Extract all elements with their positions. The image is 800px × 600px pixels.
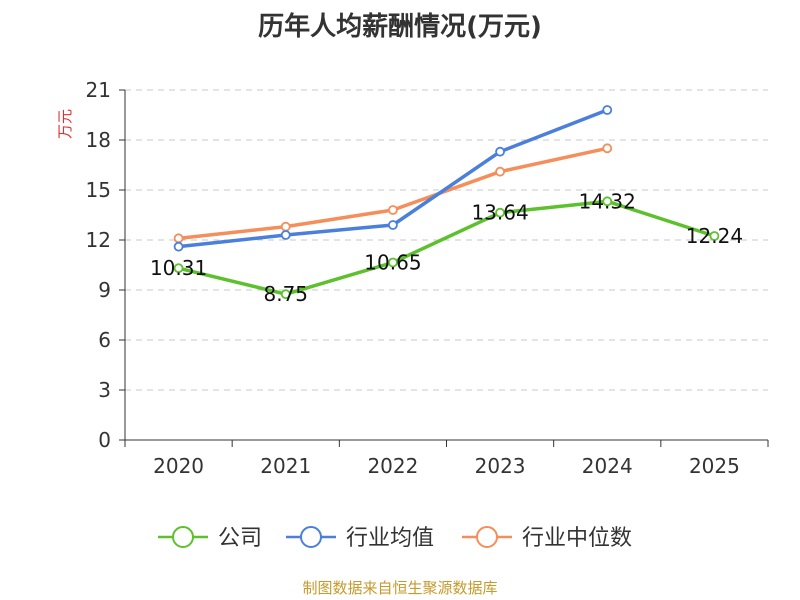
legend-item[interactable]: 公司 bbox=[158, 526, 262, 551]
data-point[interactable] bbox=[173, 241, 184, 252]
data-point[interactable] bbox=[709, 231, 720, 241]
legend-label: 行业均值 bbox=[346, 526, 434, 551]
data-point[interactable] bbox=[602, 196, 613, 207]
y-tick-label: 12 bbox=[86, 228, 111, 252]
data-labels: 10.31 8.75 10.65 13.64 14.32 12.24 bbox=[150, 189, 743, 306]
x-tick-label: 2020 bbox=[153, 454, 204, 478]
data-point[interactable] bbox=[388, 220, 398, 230]
data-point[interactable] bbox=[280, 289, 291, 300]
y-tick-label: 9 bbox=[98, 278, 111, 302]
data-point[interactable] bbox=[173, 233, 184, 244]
x-tick-label: 2024 bbox=[582, 454, 633, 478]
data-point[interactable] bbox=[495, 166, 505, 177]
data-label: 8.75 bbox=[263, 282, 308, 306]
legend-item[interactable]: 行业中位数 bbox=[462, 526, 632, 551]
y-tick-label: 6 bbox=[98, 328, 111, 352]
legend-marker-icon bbox=[476, 526, 498, 548]
data-label: 12.24 bbox=[686, 224, 743, 248]
x-tick-label: 2021 bbox=[260, 454, 311, 478]
legend-item[interactable]: 行业均值 bbox=[286, 526, 434, 551]
data-point[interactable] bbox=[602, 143, 613, 154]
series-line bbox=[178, 199, 715, 296]
data-point[interactable] bbox=[388, 257, 398, 268]
data-point[interactable] bbox=[495, 207, 505, 218]
data-point[interactable] bbox=[495, 146, 505, 157]
source-note: 制图数据来自恒生聚源数据库 bbox=[302, 579, 497, 597]
data-point[interactable] bbox=[388, 205, 398, 215]
y-tick-label: 15 bbox=[86, 178, 111, 202]
x-tick-label: 2023 bbox=[475, 454, 526, 478]
legend-label: 公司 bbox=[218, 526, 262, 551]
y-tick-label: 18 bbox=[86, 128, 111, 152]
x-tick-label: 2025 bbox=[689, 454, 740, 478]
legend-marker-icon bbox=[300, 526, 322, 548]
y-tick-label: 3 bbox=[98, 378, 111, 402]
gridlines bbox=[125, 89, 768, 391]
legend-label: 行业中位数 bbox=[522, 526, 632, 551]
series-group bbox=[173, 105, 720, 300]
data-point[interactable] bbox=[173, 263, 184, 274]
legend-marker-icon bbox=[172, 526, 194, 548]
data-point[interactable] bbox=[280, 230, 291, 240]
data-label: 10.65 bbox=[364, 251, 421, 275]
data-label: 10.31 bbox=[150, 256, 207, 280]
data-point[interactable] bbox=[280, 221, 291, 232]
y-tick-label: 0 bbox=[98, 428, 111, 452]
data-label: 14.32 bbox=[579, 189, 636, 213]
axes: 0 3 6 9 12 15 18 21 2020 2021 2022 2023 2024 2025 bbox=[86, 78, 769, 478]
y-axis-label: 万元 bbox=[56, 109, 74, 139]
chart-title: 历年人均薪酬情况(万元) bbox=[258, 11, 542, 42]
y-tick-label: 21 bbox=[86, 78, 111, 102]
legend[interactable]: 公司 行业均值 行业中位数 bbox=[158, 526, 632, 551]
x-tick-label: 2022 bbox=[367, 454, 418, 478]
data-label: 13.64 bbox=[471, 201, 528, 225]
data-point[interactable] bbox=[602, 105, 613, 115]
